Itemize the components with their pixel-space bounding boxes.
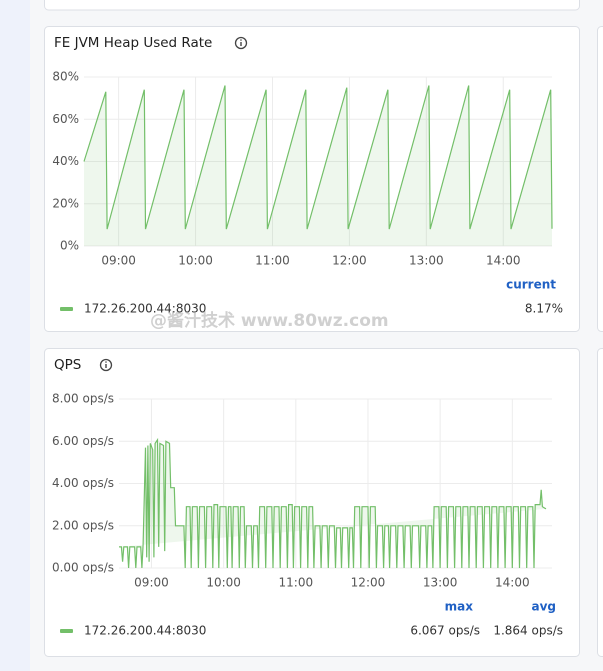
legend-swatch[interactable]: [60, 629, 73, 633]
y-tick-label: 4.00 ops/s: [52, 476, 114, 490]
x-tick-label: 11:00: [279, 576, 314, 590]
legend-swatch[interactable]: [60, 307, 73, 311]
y-tick-label: 80%: [52, 70, 79, 84]
x-tick-label: 13:00: [423, 576, 458, 590]
panel-title: QPS: [54, 357, 81, 373]
legend-stat-value: 6.067 ops/s: [410, 624, 480, 638]
legend-stat-header[interactable]: max: [445, 600, 474, 614]
area: [119, 439, 546, 568]
legend-label[interactable]: 172.26.200.44:8030: [84, 302, 206, 316]
y-tick-label: 0%: [60, 239, 79, 253]
info-icon[interactable]: [234, 36, 248, 50]
watermark: @酱汁技术 www.80wz.com: [150, 310, 389, 331]
panel-title: FE JVM Heap Used Rate: [54, 35, 212, 51]
legend-stat-value: 1.864 ops/s: [493, 624, 563, 638]
y-tick-label: 6.00 ops/s: [52, 434, 114, 448]
area: [84, 85, 552, 246]
panel: [44, 0, 580, 11]
side-strip: [0, 0, 30, 671]
x-tick-label: 11:00: [255, 254, 290, 268]
panel: [44, 348, 580, 657]
legend-stat-header[interactable]: avg: [531, 600, 556, 614]
x-tick-label: 09:00: [134, 576, 169, 590]
y-tick-label: 0.00 ops/s: [52, 561, 114, 575]
x-tick-label: 13:00: [409, 254, 444, 268]
y-tick-label: 8.00 ops/s: [52, 392, 114, 406]
info-icon[interactable]: [99, 358, 113, 372]
y-tick-label: 20%: [52, 196, 79, 210]
y-tick-label: 60%: [52, 112, 79, 126]
x-tick-label: 12:00: [351, 576, 386, 590]
y-tick-label: 2.00 ops/s: [52, 518, 114, 532]
y-tick-label: 40%: [52, 154, 79, 168]
x-tick-label: 09:00: [101, 254, 136, 268]
line: [83, 85, 553, 230]
legend-stat-value: 8.17%: [525, 302, 563, 316]
legend-stat-header[interactable]: current: [506, 278, 556, 292]
x-tick-label: 12:00: [332, 254, 367, 268]
panel: [597, 26, 603, 332]
panel: [44, 26, 580, 332]
legend-label[interactable]: 172.26.200.44:8030: [84, 624, 206, 638]
line: [119, 437, 547, 569]
x-tick-label: 10:00: [206, 576, 241, 590]
x-tick-label: 14:00: [495, 576, 530, 590]
x-tick-label: 14:00: [486, 254, 521, 268]
x-tick-label: 10:00: [178, 254, 213, 268]
panel: [597, 348, 603, 657]
